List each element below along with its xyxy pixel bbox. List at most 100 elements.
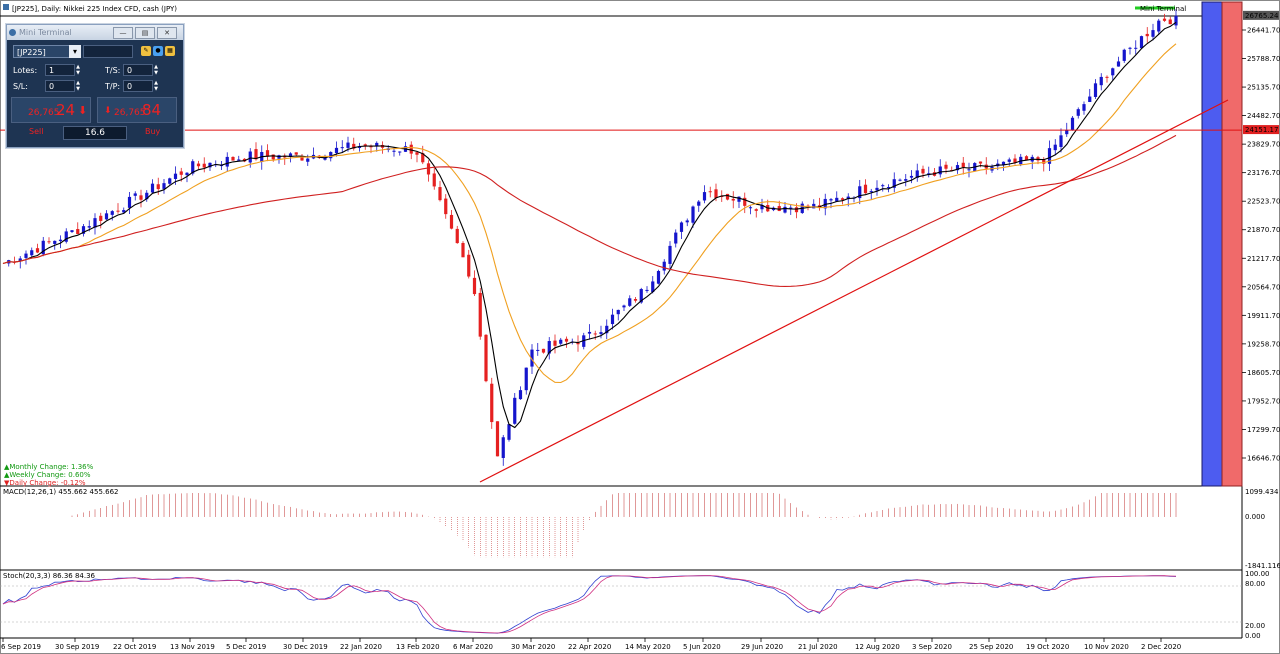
mini-terminal-titlebar[interactable]: Mini Terminal — ▤ ✕ — [7, 25, 183, 40]
date-axis: 6 Sep 2019 30 Sep 2019 22 Oct 2019 13 Nov 2… — [1, 638, 1181, 651]
price-tick-label: 22523.70 — [1247, 198, 1280, 206]
candle-body — [283, 155, 287, 158]
candle-body — [1082, 104, 1086, 111]
candle-body — [628, 298, 632, 306]
date-tick-label: 5 Dec 2019 — [226, 643, 266, 651]
candle-body — [737, 196, 741, 202]
candle-body — [524, 367, 528, 391]
monthly-change: ▲Monthly Change: 1.36% — [4, 463, 94, 471]
candle-body — [191, 161, 195, 174]
candle-body — [697, 201, 701, 206]
terminal-icon — [9, 29, 16, 36]
price-tick-label: 19911.70 — [1247, 312, 1280, 320]
candle-body — [1088, 96, 1092, 102]
candle-body — [616, 309, 620, 315]
candle-body — [1059, 135, 1063, 147]
settings-icon[interactable]: ✎ — [141, 46, 151, 56]
grid-icon[interactable]: ▦ — [165, 46, 175, 56]
tp-stepper[interactable]: ▲ ▼ — [154, 80, 158, 92]
macd-tick-label: 0.000 — [1245, 513, 1265, 521]
stoch-tick-label: 80.00 — [1245, 580, 1265, 588]
sell-button[interactable]: Sell — [29, 127, 44, 136]
sell-price-box[interactable]: 26,765 24 ⬇ — [11, 97, 91, 123]
candle-body — [438, 187, 442, 201]
candle-body — [783, 206, 787, 213]
chart-title: [JP225], Daily: Nikkei 225 Index CFD, ca… — [12, 5, 177, 13]
spread-display: 16.6 — [63, 126, 127, 140]
lots-stepper[interactable]: ▲ ▼ — [76, 64, 80, 76]
buy-price-big: 84 — [142, 101, 162, 119]
candle-body — [139, 195, 143, 200]
daily-change: ▼Daily Change: -0.12% — [4, 479, 86, 487]
price-tick-label: 26441.70 — [1247, 27, 1280, 35]
maximize-button[interactable]: ▤ — [135, 27, 155, 39]
candle-body — [1036, 157, 1040, 161]
stochastic-lines — [0, 575, 1242, 634]
candle-body — [237, 159, 241, 161]
ts-stepper[interactable]: ▲ ▼ — [154, 64, 158, 76]
candle-body — [110, 211, 114, 215]
candle-body — [915, 170, 919, 178]
buy-price-box[interactable]: ⬇ 26,765 84 — [97, 97, 177, 123]
candle-body — [541, 348, 546, 353]
candle-body — [432, 173, 436, 187]
sl-stepper[interactable]: ▲ ▼ — [76, 80, 80, 92]
candle-body — [685, 220, 689, 223]
candle-body — [53, 240, 57, 244]
candle-body — [41, 240, 45, 255]
candle-body — [145, 192, 149, 200]
date-tick-label: 21 Jul 2020 — [798, 643, 838, 651]
candle-body — [64, 231, 68, 242]
candle-body — [835, 197, 839, 202]
chart-window-icon — [3, 4, 9, 10]
candle-body — [944, 164, 948, 169]
mini-terminal-panel[interactable]: Mini Terminal — ▤ ✕ [JP225] ▾ ✎ ● ▦ Lote… — [6, 24, 184, 148]
symbol-select[interactable]: [JP225] — [13, 45, 77, 58]
price-tick-label: 21870.70 — [1247, 226, 1280, 234]
stoch-d-line — [2, 575, 1177, 634]
candle-body — [127, 196, 132, 208]
candle-body — [1001, 161, 1006, 165]
candle-body — [829, 199, 833, 201]
tp-input[interactable]: 0 — [123, 80, 153, 92]
candle-body — [846, 196, 850, 200]
candle-body — [392, 150, 396, 152]
candle-body — [869, 191, 873, 193]
minimize-button[interactable]: — — [113, 27, 133, 39]
candle-body — [248, 151, 252, 163]
candle-body — [714, 189, 718, 198]
candle-body — [662, 261, 666, 271]
sl-input[interactable]: 0 — [45, 80, 75, 92]
price-tick-label: 23176.70 — [1247, 169, 1280, 177]
candle-body — [168, 178, 172, 184]
ts-input[interactable]: 0 — [123, 64, 153, 76]
buy-button[interactable]: Buy — [145, 127, 161, 136]
candle-body — [398, 151, 402, 153]
date-tick-label: 3 Sep 2020 — [912, 643, 952, 651]
candle-body — [104, 213, 109, 220]
candle-body — [162, 183, 166, 189]
candle-body — [58, 239, 63, 242]
candle-body — [720, 196, 724, 198]
info-icon[interactable]: ● — [153, 46, 163, 56]
candle-body — [426, 163, 431, 175]
chevron-down-icon[interactable]: ▾ — [69, 45, 81, 58]
candle-body — [363, 144, 367, 146]
candle-body — [605, 325, 609, 334]
candle-body — [909, 175, 914, 178]
candle-body — [708, 191, 712, 193]
candle-body — [179, 171, 183, 175]
candle-body — [294, 152, 298, 155]
candle-body — [1139, 36, 1144, 49]
candle-body — [208, 162, 212, 168]
date-tick-label: 30 Dec 2019 — [283, 643, 328, 651]
lots-input[interactable]: 1 — [45, 64, 75, 76]
hline-price-badge — [1243, 125, 1279, 135]
candle-body — [961, 162, 965, 168]
close-button[interactable]: ✕ — [157, 27, 177, 39]
candle-body — [1174, 15, 1178, 26]
candle-body — [472, 277, 477, 295]
candle-body — [461, 242, 465, 258]
